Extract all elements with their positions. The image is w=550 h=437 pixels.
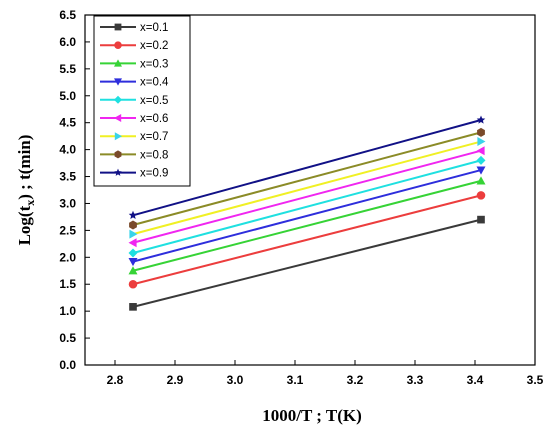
- series-line-x=0.1: [132, 218, 482, 308]
- y-tick-label: 1.5: [59, 277, 76, 291]
- y-tick-label: 5.5: [59, 62, 76, 76]
- legend-marker: [114, 132, 122, 141]
- data-point-x=0.4: [128, 258, 138, 267]
- data-point-x=0.7: [129, 229, 138, 239]
- y-tick-label: 1.0: [59, 304, 76, 318]
- y-tick-label: 4.5: [59, 116, 76, 130]
- legend-marker: [114, 78, 122, 86]
- data-point-x=0.9: [128, 210, 138, 219]
- y-tick-label: 2.5: [59, 223, 76, 237]
- data-point-x=0.5: [128, 248, 138, 258]
- series-line-x=0.6: [132, 149, 482, 244]
- legend-marker: [114, 23, 122, 31]
- series-line-x=0.9: [132, 119, 482, 217]
- data-point-x=0.3: [128, 266, 138, 275]
- data-point-x=0.9: [476, 115, 486, 124]
- y-axis-title-sub: x: [23, 200, 37, 206]
- y-tick-label: 6.5: [59, 8, 76, 22]
- y-axis-title-tail: ) ; t(min): [15, 135, 34, 200]
- series-markers: [128, 115, 486, 311]
- legend-label: x=0.1: [140, 22, 168, 34]
- legend-marker: [114, 168, 122, 176]
- plot-frame: [84, 14, 536, 366]
- data-point-x=0.6: [128, 238, 137, 248]
- x-tick-label: 3.1: [287, 373, 304, 387]
- series-lines: [132, 119, 482, 308]
- data-point-x=0.8: [477, 127, 485, 137]
- legend-label: x=0.6: [140, 113, 168, 125]
- legend-label: x=0.2: [140, 40, 168, 52]
- series-line-x=0.5: [132, 159, 482, 254]
- x-tick-label: 3.2: [347, 373, 364, 387]
- legend-marker: [114, 114, 122, 122]
- data-point-x=0.1: [477, 215, 485, 224]
- x-tick-label: 2.8: [107, 373, 124, 387]
- legend-marker: [114, 95, 122, 104]
- y-tick-label: 6.0: [59, 35, 76, 49]
- data-point-x=0.6: [476, 146, 485, 156]
- y-tick-label: 3.5: [59, 170, 76, 184]
- series-line-x=0.7: [132, 140, 482, 236]
- legend-marker: [114, 59, 122, 67]
- series-line-x=0.4: [132, 169, 482, 263]
- legend-label: x=0.7: [140, 131, 168, 143]
- data-point-x=0.4: [476, 166, 486, 175]
- data-point-x=0.5: [476, 155, 486, 165]
- y-tick-label: 3.0: [59, 196, 76, 210]
- y-tick-label: 2.0: [59, 250, 76, 264]
- y-axis: 0.0 0.5 1.0 1.5 2.0 2.5 3.0 3.5 4.0 4.5 5.0 5.5 6.0 6…: [59, 8, 90, 372]
- y-axis-title: Log(tx) ; t(min): [15, 135, 37, 246]
- legend-marker: [114, 150, 122, 159]
- legend: x=0.1 x=0.2 x=0.3 x=0.4 x=0.5 x=0.6 x=0.7 x=0.8…: [100, 22, 169, 180]
- x-tick-label: 3.0: [227, 373, 244, 387]
- data-point-x=0.7: [477, 137, 486, 147]
- legend-label: x=0.5: [140, 95, 168, 107]
- data-point-x=0.3: [476, 176, 486, 185]
- data-point-x=0.2: [128, 279, 138, 289]
- x-axis-title: 1000/T ; T(K): [262, 406, 362, 425]
- legend-marker: [114, 41, 122, 49]
- x-tick-label: 2.9: [167, 373, 184, 387]
- x-tick-label: 3.3: [407, 373, 424, 387]
- x-tick-label: 3.4: [467, 373, 484, 387]
- y-axis-title-main: Log(t: [15, 205, 34, 245]
- legend-label: x=0.4: [140, 77, 169, 89]
- legend-label: x=0.8: [140, 149, 168, 161]
- series-line-x=0.8: [132, 131, 482, 226]
- series-line-x=0.2: [132, 194, 482, 286]
- x-tick-label: 3.5: [527, 373, 544, 387]
- data-point-x=0.8: [129, 220, 137, 230]
- data-point-x=0.1: [129, 303, 137, 311]
- legend-label: x=0.3: [140, 58, 168, 70]
- data-point-x=0.2: [476, 191, 486, 200]
- series-line-x=0.3: [132, 179, 482, 272]
- y-tick-label: 0.5: [59, 331, 76, 345]
- y-tick-label: 5.0: [59, 89, 76, 103]
- y-tick-label: 4.0: [59, 143, 76, 157]
- y-tick-label: 0.0: [59, 358, 76, 372]
- legend-label: x=0.9: [140, 168, 168, 180]
- x-axis: 2.8 2.9 3.0 3.1 3.2 3.3 3.4 3.5: [107, 360, 544, 387]
